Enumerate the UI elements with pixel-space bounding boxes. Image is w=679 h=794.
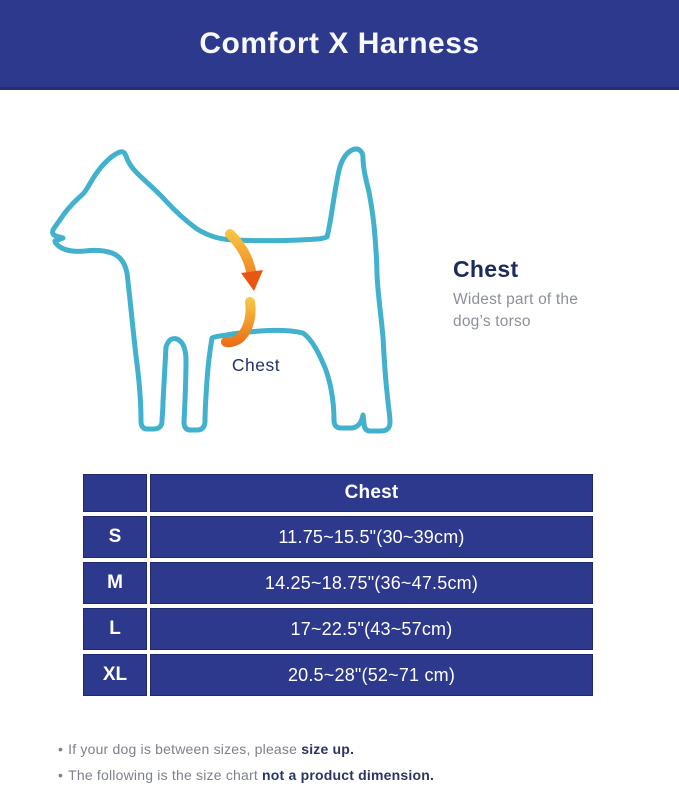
bullet-icon: • bbox=[58, 767, 64, 783]
table-row-xl: XL 20.5~28"(52~71 cm) bbox=[83, 654, 593, 696]
size-label-m: M bbox=[83, 562, 147, 604]
table-header-chest: Chest bbox=[150, 474, 593, 512]
footer-notes: • If your dog is between sizes, please si… bbox=[58, 742, 434, 794]
dog-outline bbox=[50, 146, 393, 434]
table-header-row: Chest bbox=[83, 474, 593, 512]
page-title: Comfort X Harness bbox=[199, 26, 480, 60]
measure-arrow-down-icon bbox=[241, 270, 263, 291]
measure-band-upper bbox=[225, 229, 256, 276]
chest-info-description: Widest part of the dog’s torso bbox=[453, 289, 643, 333]
note-2-bold: not a product dimension bbox=[262, 767, 430, 783]
note-1-suffix: . bbox=[350, 741, 355, 757]
size-label-s: S bbox=[83, 516, 147, 558]
note-2-suffix: . bbox=[429, 767, 435, 783]
chest-info-desc-line2: dog’s torso bbox=[453, 313, 531, 330]
table-row-s: S 11.75~15.5"(30~39cm) bbox=[83, 516, 593, 558]
table-header-empty-cell bbox=[83, 474, 147, 512]
note-2-prefix: The following is the size chart bbox=[68, 767, 263, 783]
chest-value-s: 11.75~15.5"(30~39cm) bbox=[150, 516, 593, 558]
note-not-product-dimension: • The following is the size chart not a p… bbox=[58, 768, 434, 782]
size-label-l: L bbox=[83, 608, 147, 650]
size-chart-table: Chest S 11.75~15.5"(30~39cm) M 14.25~18.… bbox=[83, 474, 593, 700]
note-size-up: • If your dog is between sizes, please si… bbox=[58, 742, 434, 756]
chest-info-panel: Chest Widest part of the dog’s torso bbox=[453, 256, 643, 333]
table-row-m: M 14.25~18.75"(36~47.5cm) bbox=[83, 562, 593, 604]
note-1-prefix: If your dog is between sizes, please bbox=[68, 741, 302, 757]
chest-value-m: 14.25~18.75"(36~47.5cm) bbox=[150, 562, 593, 604]
chest-info-desc-line1: Widest part of the bbox=[453, 291, 579, 308]
table-row-l: L 17~22.5"(43~57cm) bbox=[83, 608, 593, 650]
bullet-icon: • bbox=[58, 741, 64, 757]
dog-measurement-diagram: Chest bbox=[50, 146, 393, 434]
chest-value-xl: 20.5~28"(52~71 cm) bbox=[150, 654, 593, 696]
chest-measure-label: Chest bbox=[232, 355, 280, 375]
size-label-xl: XL bbox=[83, 654, 147, 696]
note-1-bold: size up bbox=[301, 741, 351, 757]
measure-band-lower bbox=[221, 297, 256, 348]
chest-info-title: Chest bbox=[453, 256, 519, 282]
chest-value-l: 17~22.5"(43~57cm) bbox=[150, 608, 593, 650]
header-bar: Comfort X Harness bbox=[0, 0, 679, 90]
